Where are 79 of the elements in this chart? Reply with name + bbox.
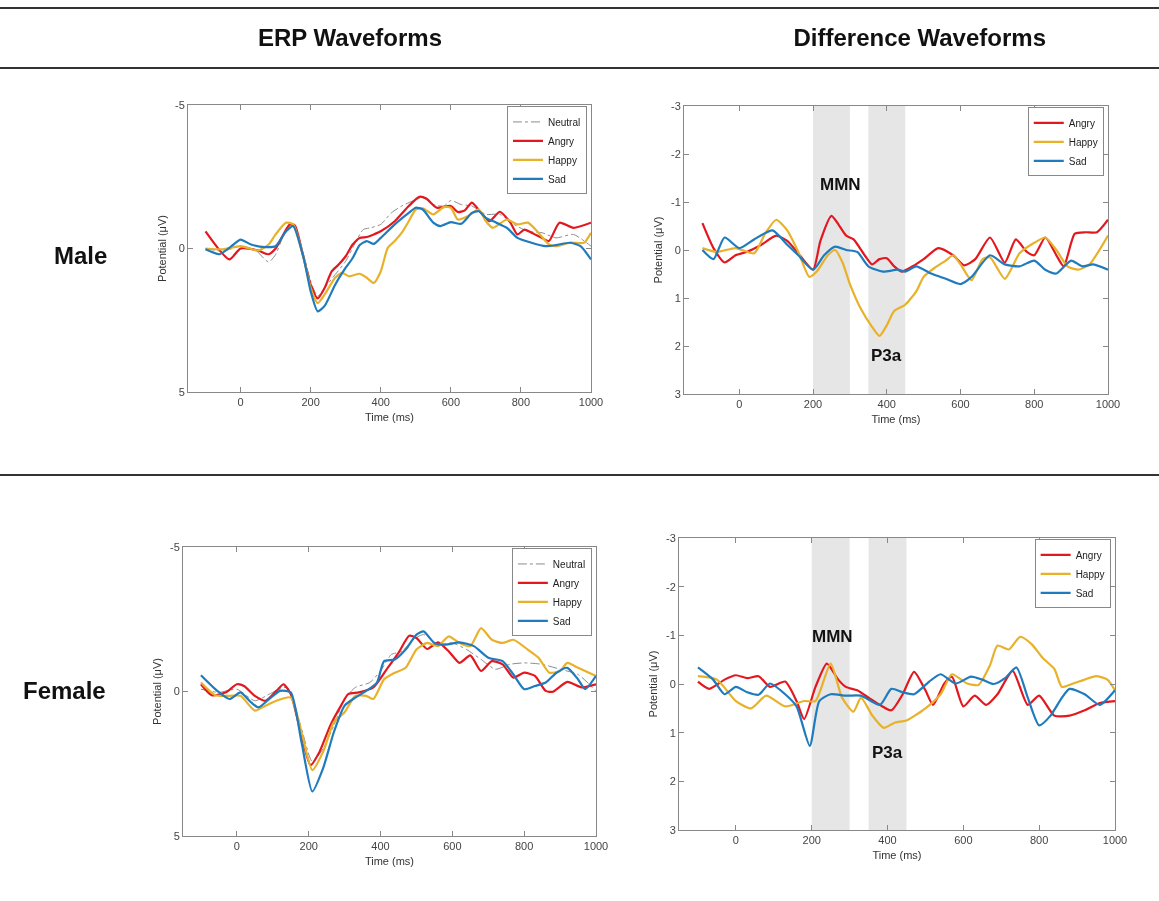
legend-label: Happy xyxy=(552,596,582,608)
y-tick-label: -1 xyxy=(666,629,676,642)
legend-label: Neutral xyxy=(552,558,586,570)
legend-label: Angry xyxy=(1068,117,1095,129)
x-axis-title: Time (ms) xyxy=(872,849,922,862)
legend-label: Neutral xyxy=(547,116,581,128)
x-tick-label: 200 xyxy=(301,396,320,409)
y-tick-label: 3 xyxy=(674,387,681,400)
legend-label: Angry xyxy=(552,577,579,589)
y-tick-label: -1 xyxy=(671,195,681,208)
chart-title: Difference Waveforms xyxy=(793,24,1047,52)
y-tick-label: -2 xyxy=(671,147,681,160)
x-tick-label: 800 xyxy=(511,396,531,409)
annotation: P3a xyxy=(872,743,903,762)
y-tick-label: 1 xyxy=(669,726,676,739)
y-tick-label: 0 xyxy=(674,243,681,256)
legend-label: Sad xyxy=(547,173,566,185)
x-tick-label: 600 xyxy=(443,840,462,853)
y-tick-label: 3 xyxy=(669,823,676,836)
x-tick-label: 400 xyxy=(371,840,390,853)
x-tick-label: 1000 xyxy=(1102,834,1128,847)
chart-title: ERP Waveforms xyxy=(257,24,443,52)
y-tick-label: 0 xyxy=(669,677,676,690)
text: Female xyxy=(23,677,106,704)
legend-label: Happy xyxy=(547,154,577,166)
legend-label: Sad xyxy=(552,615,571,627)
legend-label: Angry xyxy=(1075,549,1102,561)
line-series xyxy=(696,662,1115,721)
x-axis-title: Time (ms) xyxy=(871,413,921,426)
x-tick-label: 0 xyxy=(736,398,743,411)
y-tick-label: -3 xyxy=(671,99,681,112)
annotation: MMN xyxy=(820,175,861,194)
legend-label: Sad xyxy=(1068,155,1087,167)
x-tick-label: 0 xyxy=(233,840,240,853)
x-tick-label: 600 xyxy=(441,396,461,409)
annotation: P3a xyxy=(871,346,902,365)
line-series xyxy=(701,218,1108,338)
x-tick-label: 400 xyxy=(877,398,896,411)
x-tick-label: 0 xyxy=(732,834,739,847)
line-series xyxy=(696,666,1115,747)
y-tick-label: -5 xyxy=(170,540,180,553)
legend-label: Angry xyxy=(547,135,575,147)
y-axis-title: Potential (μV) xyxy=(651,216,664,284)
y-tick-label: 2 xyxy=(674,339,681,352)
legend-label: Sad xyxy=(1075,587,1094,599)
line-series xyxy=(701,214,1108,273)
y-tick-label: 2 xyxy=(669,775,676,788)
x-axis-title: Time (ms) xyxy=(364,855,415,868)
x-axis-title: Time (ms) xyxy=(364,411,415,424)
y-tick-label: 5 xyxy=(178,385,185,398)
x-tick-label: 0 xyxy=(237,396,244,409)
text: Male xyxy=(54,242,108,269)
x-tick-label: 800 xyxy=(514,840,534,853)
annotation: MMN xyxy=(812,627,853,646)
x-tick-label: 800 xyxy=(1029,834,1049,847)
y-tick-label: 1 xyxy=(674,291,681,304)
y-tick-label: -3 xyxy=(666,531,676,544)
x-tick-label: 400 xyxy=(878,834,897,847)
legend-label: Happy xyxy=(1075,568,1105,580)
x-tick-label: 200 xyxy=(299,840,318,853)
x-tick-label: 1000 xyxy=(583,840,609,853)
y-tick-label: 0 xyxy=(173,685,180,698)
x-tick-label: 400 xyxy=(371,396,390,409)
y-axis-title: Potential (μV) xyxy=(155,215,168,282)
x-tick-label: 1000 xyxy=(1095,398,1121,411)
y-tick-label: -2 xyxy=(666,580,676,593)
y-tick-label: 0 xyxy=(178,242,185,255)
x-tick-label: 1000 xyxy=(578,396,604,409)
y-tick-label: -5 xyxy=(175,98,185,111)
x-tick-label: 200 xyxy=(803,398,823,411)
line-series xyxy=(701,229,1108,286)
x-tick-label: 800 xyxy=(1025,398,1044,411)
x-tick-label: 200 xyxy=(802,834,821,847)
y-axis-title: Potential (μV) xyxy=(150,658,163,725)
x-tick-label: 600 xyxy=(954,834,973,847)
legend-label: Happy xyxy=(1068,136,1098,148)
y-axis-title: Potential (μV) xyxy=(646,650,659,718)
y-tick-label: 5 xyxy=(173,829,180,842)
x-tick-label: 600 xyxy=(951,398,970,411)
